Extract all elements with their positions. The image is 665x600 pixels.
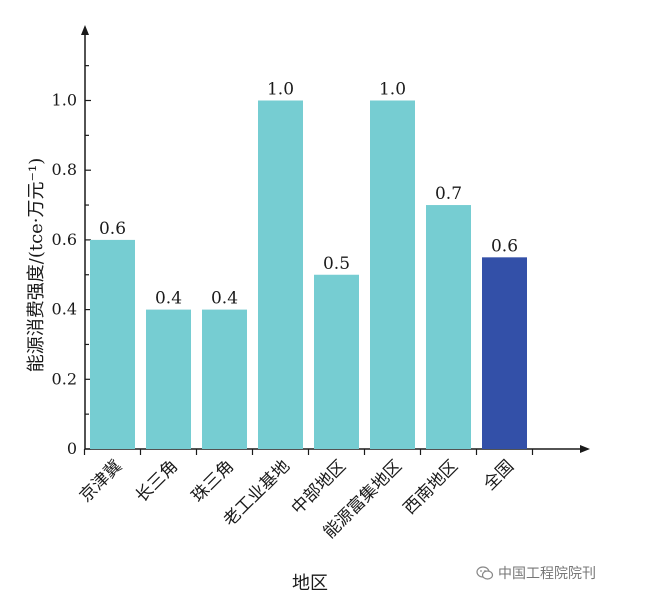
bar [314, 274, 359, 449]
x-axis-arrow [580, 445, 590, 453]
y-tick-label: 0 [67, 439, 77, 458]
category-label: 京津冀 [76, 456, 126, 506]
wechat-icon [476, 566, 494, 580]
value-label: 1.0 [379, 80, 406, 100]
value-label: 0.6 [491, 236, 518, 256]
value-label: 0.7 [435, 184, 462, 204]
bar [258, 100, 303, 449]
y-tick-label: 1.0 [52, 91, 77, 110]
y-tick-label: 0.4 [52, 300, 77, 319]
y-axis-arrow [81, 25, 89, 35]
bar [482, 257, 527, 449]
y-tick-label: 0.8 [52, 160, 77, 179]
value-label: 1.0 [267, 80, 294, 100]
y-tick-label: 0.6 [52, 230, 77, 249]
watermark: 中国工程院院刊 [476, 563, 596, 583]
y-tick-label: 0.2 [52, 369, 77, 388]
bar [426, 205, 471, 449]
value-label: 0.4 [155, 289, 182, 309]
value-label: 0.6 [99, 219, 126, 239]
value-label: 0.5 [323, 254, 350, 274]
watermark-text: 中国工程院院刊 [498, 566, 596, 582]
bar [370, 100, 415, 449]
value-label: 0.4 [211, 289, 238, 309]
category-label: 全国 [480, 456, 518, 494]
category-label: 长三角 [132, 456, 182, 506]
bar [202, 309, 247, 449]
category-label: 西南地区 [400, 456, 462, 518]
y-axis-title: 能源消费强度/(tce·万元⁻¹) [26, 158, 47, 373]
bar [146, 309, 191, 449]
bars [90, 100, 527, 449]
x-axis-title: 地区 [292, 573, 328, 594]
bar [90, 239, 135, 449]
category-label: 珠三角 [188, 456, 238, 506]
